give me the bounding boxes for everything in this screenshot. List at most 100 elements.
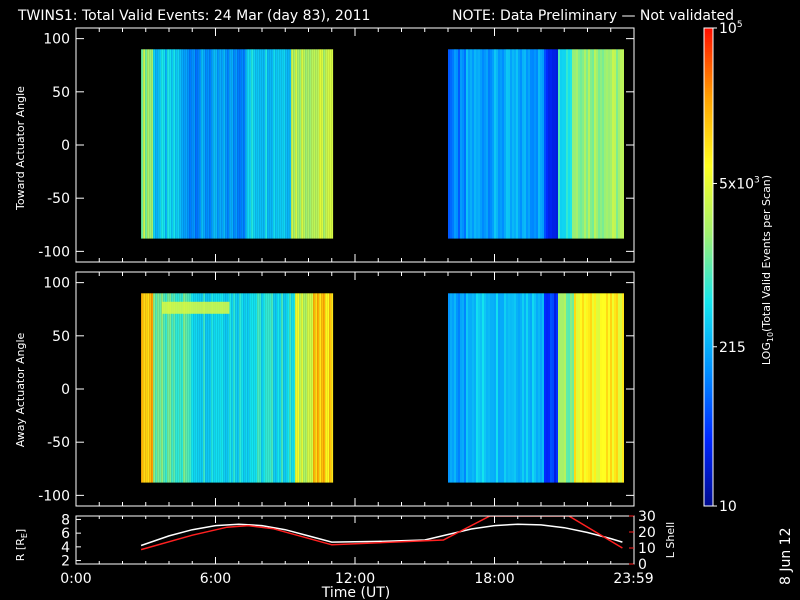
heatmap-column (540, 293, 542, 483)
heatmap-column (173, 293, 176, 483)
colorbar-step (704, 168, 713, 171)
heatmap-column (458, 49, 460, 239)
heatmap-column (608, 49, 610, 239)
colorbar-step (704, 418, 713, 421)
colorbar-step (704, 184, 713, 187)
colorbar-step (704, 468, 713, 471)
colorbar-step (704, 176, 713, 179)
heatmap-column (538, 293, 540, 483)
colorbar-step (704, 342, 713, 345)
heatmap-column (299, 293, 302, 483)
colorbar-step (704, 500, 713, 503)
colorbar-step (704, 240, 713, 243)
heatmap-column (257, 49, 260, 239)
heatmap-column (604, 293, 606, 483)
heatmap-column (492, 49, 494, 239)
heatmap-column (544, 293, 546, 483)
heatmap-column (540, 49, 542, 239)
colorbar-step (704, 30, 713, 33)
heatmap-column (141, 293, 144, 483)
heatmap-column (313, 293, 316, 483)
heatmap-column (289, 293, 292, 483)
heatmap-column (468, 49, 470, 239)
heatmap-column (231, 293, 234, 483)
colorbar-step (704, 158, 713, 161)
heatmap-column (275, 49, 278, 239)
heatmap-column (153, 49, 156, 239)
heatmap-column (504, 49, 506, 239)
heatmap-column (267, 293, 270, 483)
colorbar-tick-label: 215 (719, 340, 746, 356)
colorbar-step (704, 106, 713, 109)
heatmap-column (201, 293, 204, 483)
heatmap-column (458, 293, 460, 483)
heatmap-column (580, 293, 582, 483)
colorbar-step (704, 462, 713, 465)
colorbar-step (704, 414, 713, 417)
colorbar-step (704, 378, 713, 381)
colorbar-step (704, 104, 713, 107)
heatmap-column (301, 293, 304, 483)
heatmap-column (307, 49, 310, 239)
heatmap-column (187, 49, 190, 239)
heatmap-column (253, 49, 256, 239)
colorbar-step (704, 126, 713, 129)
heatmap-column (534, 293, 536, 483)
heatmap-column (247, 49, 250, 239)
orbit-ylabel-left: R [RE] (14, 529, 29, 561)
colorbar-step (704, 436, 713, 439)
heatmap-column (269, 49, 272, 239)
heatmap-column (578, 49, 580, 239)
colorbar-step (704, 372, 713, 375)
colorbar-step (704, 314, 713, 317)
heatmap-column (496, 49, 498, 239)
heatmap-column (522, 49, 524, 239)
colorbar-step (704, 496, 713, 499)
x-tick-label: 18:00 (474, 571, 514, 587)
colorbar-step (704, 390, 713, 393)
heatmap-column (526, 49, 528, 239)
heatmap-column (191, 293, 194, 483)
y-tick-label-right: 0 (638, 557, 647, 573)
heatmap-column (211, 49, 214, 239)
heatmap-column (482, 293, 484, 483)
heatmap-column (305, 293, 308, 483)
colorbar-step (704, 266, 713, 269)
heatmap-column (482, 49, 484, 239)
heatmap-column (536, 49, 538, 239)
colorbar-step (704, 138, 713, 141)
colorbar-step (704, 396, 713, 399)
colorbar-step (704, 316, 713, 319)
heatmap-column (594, 49, 596, 239)
heatmap-column (235, 49, 238, 239)
heatmap-column (331, 293, 334, 483)
heatmap-column (606, 293, 608, 483)
colorbar-step (704, 82, 713, 85)
colorbar-tick-label: 5x103 (719, 175, 760, 192)
colorbar-step (704, 268, 713, 271)
heatmap-column (325, 49, 328, 239)
heatmap-column (231, 49, 234, 239)
heatmap-column (277, 49, 280, 239)
heatmap-column (157, 293, 160, 483)
heatmap-column (147, 293, 150, 483)
heatmap-column (323, 293, 326, 483)
heatmap-column (612, 293, 614, 483)
heatmap-column (163, 293, 166, 483)
colorbar-step (704, 370, 713, 373)
heatmap-column (450, 293, 452, 483)
heatmap-column (572, 293, 574, 483)
heatmap-column (558, 49, 560, 239)
heatmap-column (560, 49, 562, 239)
heatmap-column (576, 49, 578, 239)
colorbar-step (704, 148, 713, 151)
heatmap-column (510, 293, 512, 483)
colorbar-step (704, 494, 713, 497)
colorbar-step (704, 332, 713, 335)
colorbar-step (704, 426, 713, 429)
heatmap-column (580, 49, 582, 239)
colorbar-step (704, 152, 713, 155)
heatmap-column (215, 49, 218, 239)
heatmap-column (572, 49, 574, 239)
